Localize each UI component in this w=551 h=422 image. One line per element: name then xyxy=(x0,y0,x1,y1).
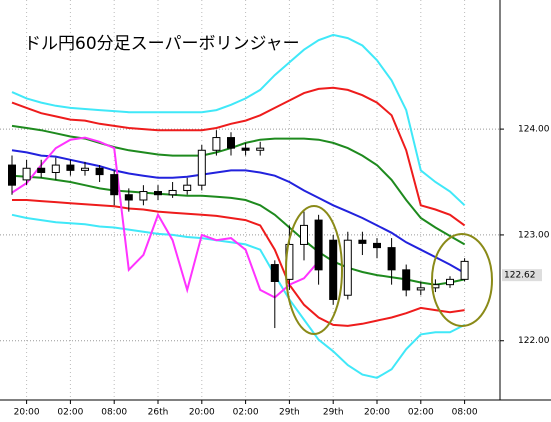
x-tick-label: 29th xyxy=(323,408,344,418)
x-tick-label: 29th xyxy=(279,408,300,418)
y-tick-label: 124.00 xyxy=(518,125,550,135)
candle-body xyxy=(183,184,192,191)
candle-body xyxy=(314,219,323,271)
candle-body xyxy=(343,239,352,296)
band-line xyxy=(11,86,466,227)
candle-body xyxy=(227,137,235,149)
candle-body xyxy=(95,167,104,176)
last-price-box xyxy=(502,269,542,282)
axes: 124.00 123.00 122.00 20:00 02:00 08:00 26th 20:… xyxy=(14,125,550,418)
candle-body xyxy=(81,167,89,171)
candle-body xyxy=(124,194,133,201)
band-line xyxy=(12,199,465,327)
x-tick-label: 20:00 xyxy=(189,408,215,418)
band-line xyxy=(11,174,465,286)
bands xyxy=(11,33,466,379)
candle-body xyxy=(358,239,367,244)
candle-body xyxy=(373,242,381,249)
candle-body xyxy=(139,191,148,201)
candle-body xyxy=(416,287,425,291)
candle-body xyxy=(300,224,308,245)
candle-body xyxy=(51,164,60,173)
candle-body xyxy=(66,164,75,171)
last-price-label: 122.62 xyxy=(504,271,536,281)
candle-body xyxy=(8,164,16,186)
candle-body xyxy=(168,189,177,196)
candles xyxy=(8,130,469,329)
candle-body xyxy=(37,167,46,173)
candle-body xyxy=(212,137,221,151)
candle-body xyxy=(446,278,454,286)
candle-body xyxy=(154,191,162,196)
candle-body xyxy=(256,147,265,151)
x-tick-label: 26th xyxy=(148,408,169,418)
candle-body xyxy=(197,149,206,186)
y-tick-label: 123.00 xyxy=(518,230,550,240)
x-tick-label: 02:00 xyxy=(408,408,434,418)
highlight-ellipse xyxy=(285,205,343,335)
candle-body xyxy=(329,239,338,300)
candle-body xyxy=(22,167,31,181)
band-line xyxy=(11,33,466,207)
candle-body xyxy=(402,269,411,291)
band-line xyxy=(11,136,320,299)
x-tick-label: 08:00 xyxy=(452,408,478,418)
candle-body xyxy=(387,247,396,271)
x-tick-label: 20:00 xyxy=(14,408,40,418)
x-tick-label: 02:00 xyxy=(57,408,83,418)
chart-title: ドル円60分足スーパーボリンジャー xyxy=(24,34,300,54)
y-tick-label: 122.00 xyxy=(518,336,550,346)
x-tick-label: 02:00 xyxy=(233,408,259,418)
candle-body xyxy=(460,260,469,280)
candle-body xyxy=(241,147,250,151)
highlight-ellipse xyxy=(431,233,493,327)
band-line xyxy=(11,149,466,274)
x-tick-label: 08:00 xyxy=(101,408,127,418)
x-tick-label: 20:00 xyxy=(364,408,390,418)
candle-body xyxy=(110,174,119,196)
candle-body xyxy=(270,264,279,282)
